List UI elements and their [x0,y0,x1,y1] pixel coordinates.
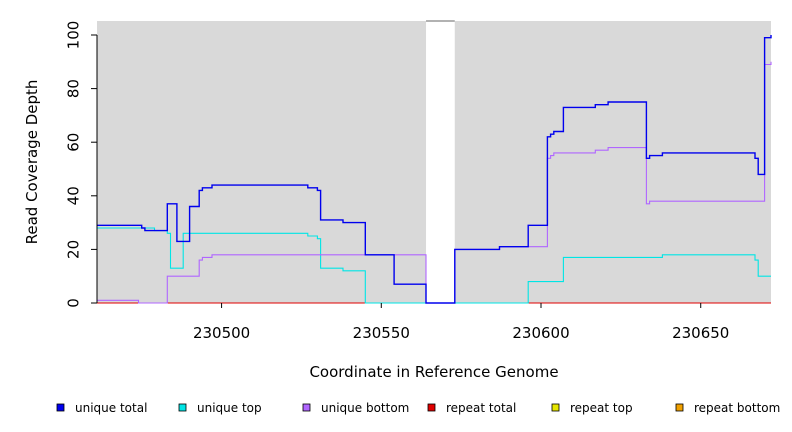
legend-label: repeat bottom [694,401,780,415]
legend-swatch [551,403,560,412]
legend-swatch [178,403,187,412]
legend-item: unique top [178,401,262,415]
plot-area [97,20,771,303]
legend-label: unique total [75,401,147,415]
x-tick-label: 230500 [193,324,250,342]
x-axis-title: Coordinate in Reference Genome [309,363,558,381]
y-tick-label: 20 [64,240,82,259]
legend: unique total unique top unique bottom repea… [56,401,780,415]
y-tick-label: 0 [64,298,82,308]
legend-item: unique bottom [302,401,409,415]
series-line-unique-total [97,35,772,304]
legend-item: repeat top [551,401,633,415]
legend-item: unique total [56,401,147,415]
series-line-unique-top [97,227,771,304]
legend-label: unique top [197,401,262,415]
axes: 0 20 40 60 80 100 230500 230550 230600 230650 [64,21,729,342]
y-axis-title: Read Coverage Depth [23,80,41,245]
x-tick-label: 230650 [672,324,729,342]
legend-swatch [302,403,311,412]
legend-swatch [56,403,65,412]
legend-item: repeat total [427,401,516,415]
x-tick-label: 230550 [353,324,410,342]
y-tick-label: 100 [64,21,82,50]
x-tick-label: 230600 [512,324,569,342]
plot-background-right [454,21,771,303]
legend-label: repeat total [446,401,516,415]
legend-item: repeat bottom [675,401,780,415]
series-layer [97,35,772,304]
legend-label: unique bottom [321,401,409,415]
y-tick-label: 80 [64,79,82,98]
legend-swatch [427,403,436,412]
legend-label: repeat top [570,401,633,415]
plot-background-left [97,21,427,303]
y-tick-label: 60 [64,133,82,152]
y-tick-label: 40 [64,186,82,205]
legend-swatch [675,403,684,412]
